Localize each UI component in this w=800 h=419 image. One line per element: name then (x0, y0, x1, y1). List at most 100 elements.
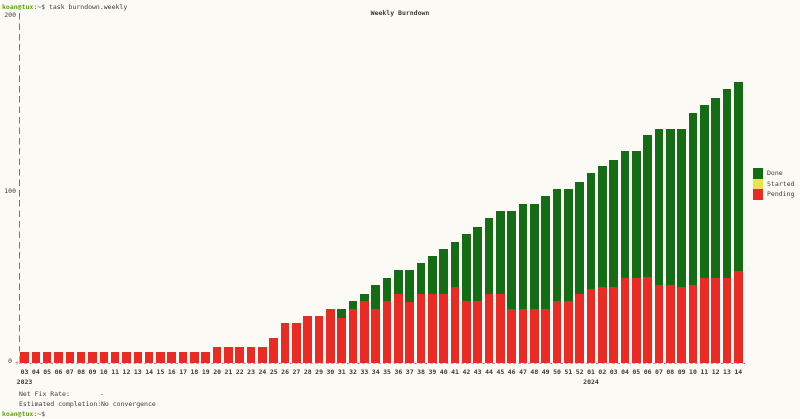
bar-week-20-17 (212, 347, 222, 363)
net-fix-rate-value: - (100, 390, 104, 398)
bar-segment-pending (677, 286, 686, 363)
x-tick-label: 01 (587, 368, 595, 376)
bar-segment-pending (292, 322, 301, 363)
x-tick-label: 31 (337, 368, 346, 376)
x-tick-label: 27 (292, 368, 301, 376)
axis-origin-marker: + (15, 359, 19, 367)
bar-week-12-9 (122, 352, 131, 363)
bottom-prompt-line: koan@tux:~$ (2, 409, 45, 419)
x-tick-label: 25 (269, 368, 278, 376)
bar-week-47-44 (518, 204, 528, 363)
bar-segment-done (564, 188, 573, 301)
bar-week-37-34 (405, 269, 414, 363)
bar-week-10-59 (688, 113, 698, 363)
bar-week-18-15 (190, 352, 199, 363)
bar-segment-done (507, 211, 516, 310)
bar-week-40-37 (439, 248, 448, 363)
y-tick-100: 100 (4, 187, 16, 195)
bar-week-39-36 (428, 255, 437, 363)
bar-segment-pending (99, 352, 109, 363)
x-tick-label: 09 (88, 368, 97, 376)
x-tick-label: 06 (643, 368, 652, 376)
bar-week-14-63 (733, 82, 743, 363)
bar-week-07-4 (65, 352, 75, 363)
bar-week-08-57 (666, 128, 675, 363)
chart-title: Weekly Burndown (370, 9, 430, 17)
x-tick-label: 40 (439, 368, 448, 376)
y-tick-200: 200 (4, 11, 16, 19)
bar-segment-done (598, 166, 607, 287)
bar-segment-pending (246, 347, 256, 363)
x-tick-label: 39 (428, 368, 437, 376)
bar-segment-pending (371, 309, 381, 363)
x-tick-label: 42 (462, 368, 471, 376)
bar-segment-pending (133, 352, 143, 363)
bar-segment-pending (20, 352, 29, 363)
bar-week-19-16 (201, 352, 211, 363)
bar-segment-pending (575, 293, 584, 363)
bar-segment-pending (552, 300, 562, 363)
bar-segment-pending (620, 278, 630, 363)
x-tick-label: 36 (394, 368, 403, 376)
bar-segment-done (552, 188, 562, 301)
bar-segment-done (416, 262, 426, 294)
bar-segment-pending (348, 309, 358, 363)
bar-segment-pending (643, 276, 652, 363)
legend-label-pending: Pending (767, 190, 795, 199)
x-tick-label: 37 (405, 368, 414, 376)
bar-segment-pending (496, 293, 505, 363)
bar-week-11-60 (700, 104, 709, 363)
bar-week-46-43 (507, 211, 516, 363)
bar-segment-pending (110, 352, 120, 363)
bar-segment-pending (122, 352, 131, 363)
bar-week-04-53 (620, 150, 630, 363)
x-tick-label: 04 (31, 368, 40, 376)
bar-segment-pending (530, 309, 539, 363)
x-tick-label: 52 (575, 368, 584, 376)
x-tick-label: 28 (303, 368, 312, 376)
bar-segment-done (733, 82, 743, 272)
bar-segment-done (462, 233, 471, 301)
x-tick-label: 44 (485, 368, 493, 376)
bar-segment-done (360, 293, 369, 301)
bar-segment-pending (88, 352, 97, 363)
prompt-line: koan@tux:~$ task burndown.weekly (2, 2, 127, 12)
net-fix-rate-label: Net Fix Rate: (19, 390, 70, 398)
bar-week-17-14 (178, 352, 188, 363)
bar-segment-done (382, 278, 392, 301)
bar-segment-pending (632, 278, 641, 363)
bar-week-33-30 (360, 293, 369, 363)
x-tick-label: 07 (65, 368, 74, 376)
x-tick-label: 05 (43, 368, 52, 376)
bar-segment-done (428, 255, 437, 294)
x-tick-label: 08 (77, 368, 86, 376)
bar-week-09-6 (88, 352, 97, 363)
x-tick-label: 03 (20, 368, 29, 376)
x-tick-label: 04 (621, 368, 629, 376)
bar-segment-done (405, 269, 414, 303)
bar-segment-pending (235, 347, 245, 363)
legend-item-done: Done (753, 168, 794, 179)
bar-segment-done (541, 195, 550, 310)
bar-segment-pending (337, 317, 347, 363)
bar-week-36-33 (394, 269, 403, 363)
bar-week-23-20 (246, 347, 256, 363)
bar-segment-done (484, 218, 494, 294)
x-tick-label: 48 (530, 368, 539, 376)
bar-week-41-38 (450, 242, 460, 363)
done-swatch (753, 168, 763, 179)
bar-week-13-62 (722, 89, 732, 363)
x-tick-label: 14 (734, 368, 743, 376)
x-tick-label: 11 (700, 368, 709, 376)
bar-week-35-32 (382, 278, 392, 363)
bar-segment-pending (654, 285, 664, 363)
bar-segment-pending (733, 271, 743, 363)
bar-segment-done (575, 181, 584, 294)
x-tick-label: 16 (167, 368, 176, 376)
bar-segment-pending (711, 278, 720, 363)
bar-segment-pending (42, 352, 52, 363)
bar-week-07-56 (654, 128, 664, 363)
bottom-prompt-suffix: :~$ (33, 410, 46, 418)
bar-week-09-58 (677, 128, 686, 363)
bar-segment-pending (167, 352, 177, 363)
